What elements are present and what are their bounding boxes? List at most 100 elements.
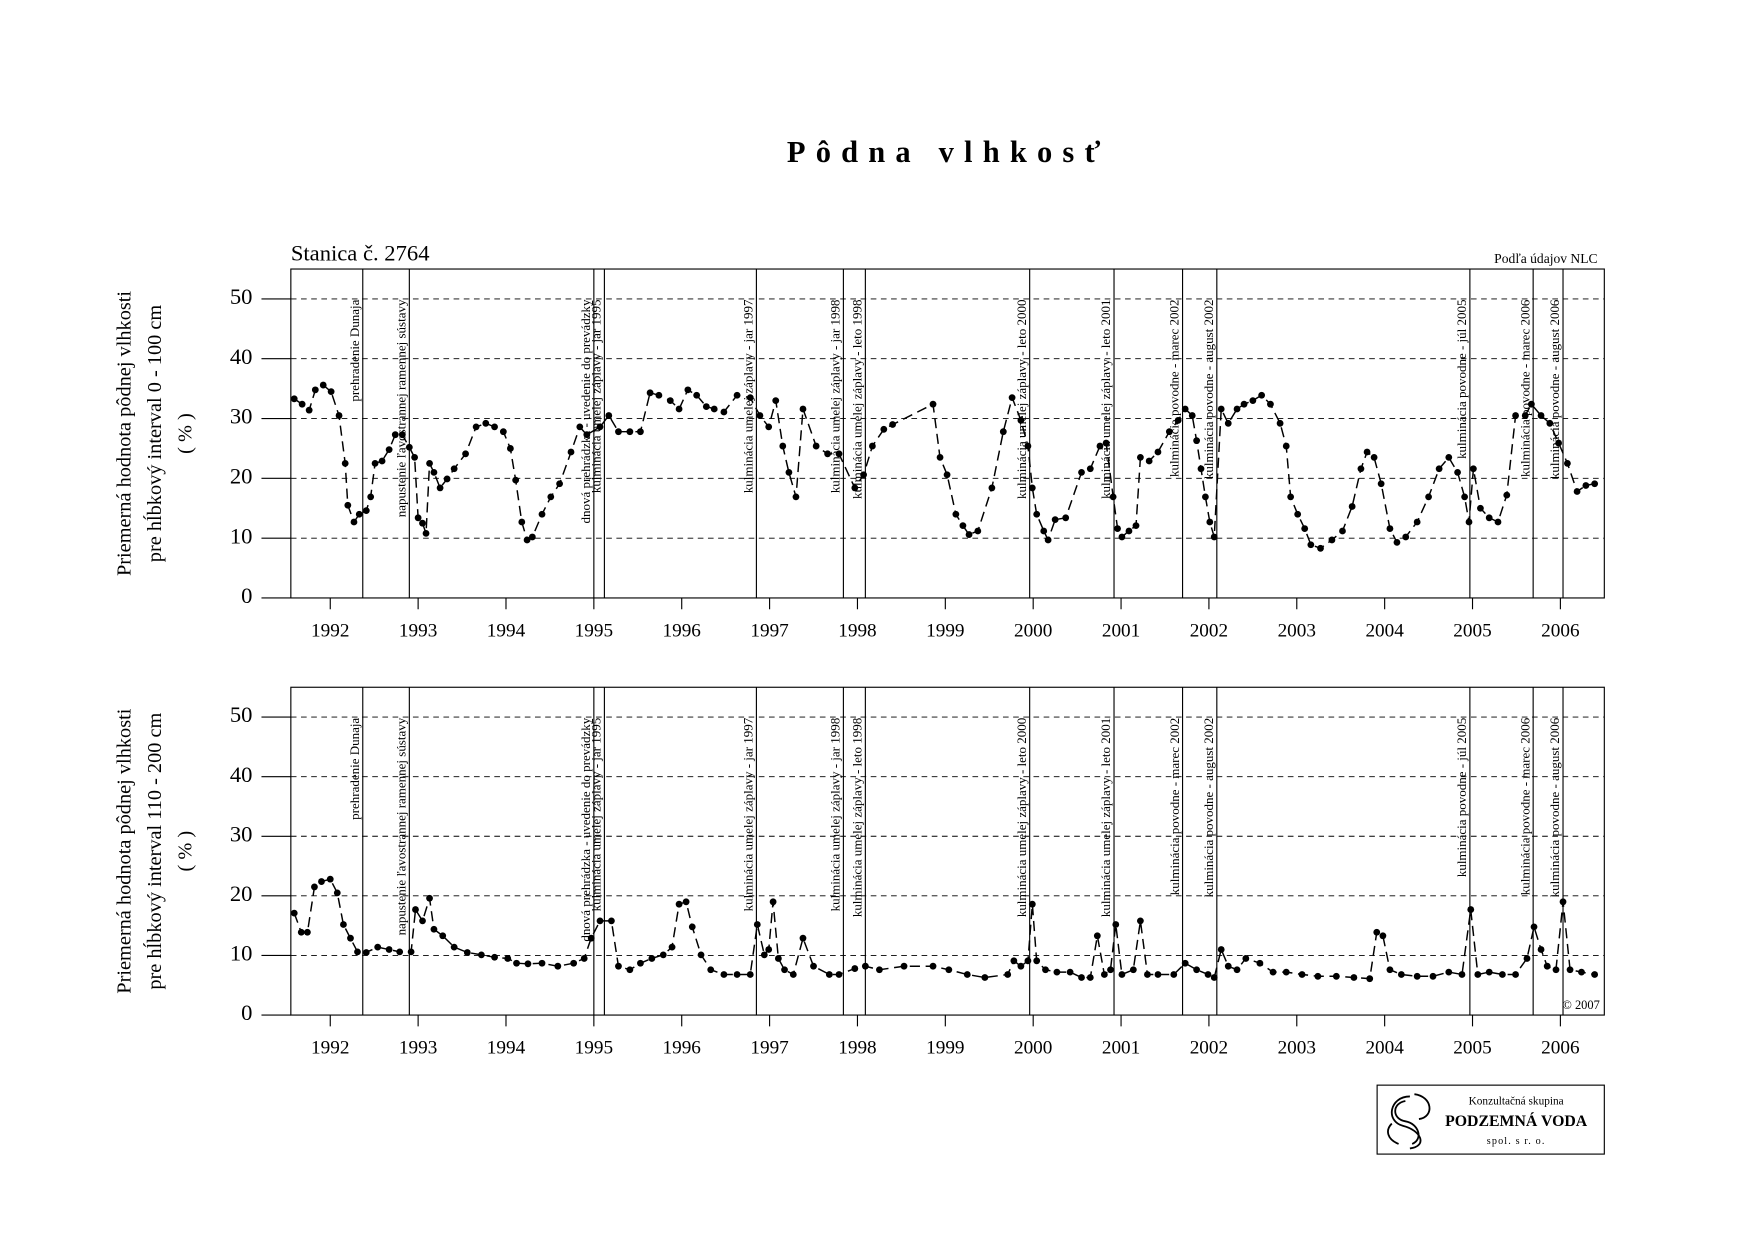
data-point: [311, 386, 319, 394]
data-point: [746, 971, 754, 978]
data-point: [1393, 538, 1401, 546]
data-point: [1267, 400, 1274, 408]
data-point: [1107, 966, 1114, 974]
x-tick-label: 1997: [750, 1037, 789, 1058]
data-point: [693, 391, 701, 399]
data-point: [675, 900, 683, 908]
data-point: [362, 949, 370, 956]
data-point: [1578, 968, 1585, 976]
data-point: [765, 946, 773, 953]
event-label: kulminácia umelej záplavy - leto 1998: [850, 300, 865, 499]
data-point: [1555, 439, 1563, 447]
event-label: kulminácia umelej záplavy - jar 1995: [589, 718, 604, 912]
event-label: kulminácia povodne - júl 2005: [1454, 718, 1469, 877]
data-point: [1017, 416, 1025, 424]
data-point: [1042, 966, 1049, 974]
station-label: Stanica č. 2764: [291, 241, 430, 266]
data-point: [1197, 465, 1205, 473]
data-point: [1033, 510, 1041, 518]
data-point: [889, 421, 896, 428]
data-point: [799, 405, 807, 413]
data-point: [290, 909, 298, 917]
event-label: kulminácia umelej záplavy - leto 1998: [850, 718, 865, 917]
event-label: kulminácia povodne - august 2006: [1547, 717, 1562, 897]
x-tick-label: 1994: [487, 620, 526, 641]
data-point: [1193, 966, 1201, 974]
data-point: [518, 518, 526, 526]
event-label: kulminácia umelej záplavy - leto 2001: [1098, 718, 1113, 917]
data-point: [1217, 946, 1225, 953]
data-point: [637, 428, 644, 436]
data-point: [936, 454, 944, 461]
data-point: [688, 923, 696, 931]
data-point: [785, 468, 793, 476]
data-point: [1118, 533, 1126, 541]
data-point: [1543, 962, 1551, 970]
x-tick-label: 2000: [1014, 620, 1052, 641]
data-point: [1062, 514, 1070, 522]
data-point: [297, 928, 305, 936]
data-point: [880, 425, 888, 433]
data-point: [1154, 448, 1162, 456]
data-point: [646, 389, 654, 397]
data-point: [1024, 957, 1032, 965]
data-point: [1564, 460, 1571, 467]
data-point: [367, 493, 375, 501]
data-point: [779, 442, 787, 450]
data-point: [1523, 955, 1531, 962]
data-point: [1100, 971, 1108, 978]
data-point: [1370, 454, 1378, 461]
data-point: [608, 917, 615, 925]
data-point: [1170, 971, 1178, 978]
data-point: [354, 948, 361, 956]
data-point: [1024, 442, 1032, 450]
data-point: [1348, 503, 1356, 510]
data-point: [756, 412, 764, 419]
event-label: dnová prehrádzka - uvedenie do prevádzky: [578, 299, 593, 523]
data-point: [720, 408, 728, 416]
data-point: [1537, 946, 1545, 953]
data-point: [710, 405, 718, 413]
data-point: [491, 423, 498, 431]
data-point: [436, 484, 444, 492]
data-point: [1154, 971, 1162, 978]
data-point: [547, 493, 555, 501]
data-point: [1044, 536, 1052, 544]
data-line: [293, 384, 1595, 550]
data-point: [1373, 928, 1381, 936]
data-point: [1008, 394, 1016, 401]
data-point: [385, 946, 393, 953]
data-point: [1552, 966, 1560, 974]
data-point: [774, 955, 782, 962]
data-point: [1512, 412, 1519, 419]
data-point: [499, 428, 507, 436]
y-tick-label: 20: [230, 464, 253, 489]
data-point: [311, 883, 318, 891]
data-point: [781, 966, 788, 974]
x-tick-label: 1997: [750, 620, 789, 641]
data-point: [504, 955, 512, 962]
copyright: © 2007: [1562, 998, 1599, 1012]
logo-line: PODZEMNÁ VODA: [1445, 1111, 1588, 1130]
data-point: [450, 943, 458, 951]
data-point: [462, 450, 469, 458]
event-label: kulminácia umelej záplavy - jar 1998: [828, 718, 843, 912]
data-point: [1078, 974, 1085, 981]
data-point: [812, 442, 820, 450]
plot-frame: [290, 268, 1605, 599]
y-tick-label: 0: [241, 583, 252, 608]
data-point: [945, 966, 953, 974]
data-point: [1465, 518, 1473, 526]
data-point: [1017, 962, 1025, 970]
data-point: [1591, 971, 1599, 978]
x-tick-label: 1993: [399, 1037, 437, 1058]
x-tick-label: 2001: [1102, 1037, 1140, 1058]
data-point: [675, 405, 683, 413]
data-line: [293, 878, 1595, 980]
data-point: [1109, 493, 1117, 501]
data-point: [605, 412, 613, 419]
data-point: [1435, 465, 1443, 473]
data-point: [615, 962, 622, 970]
data-point: [1425, 493, 1432, 501]
